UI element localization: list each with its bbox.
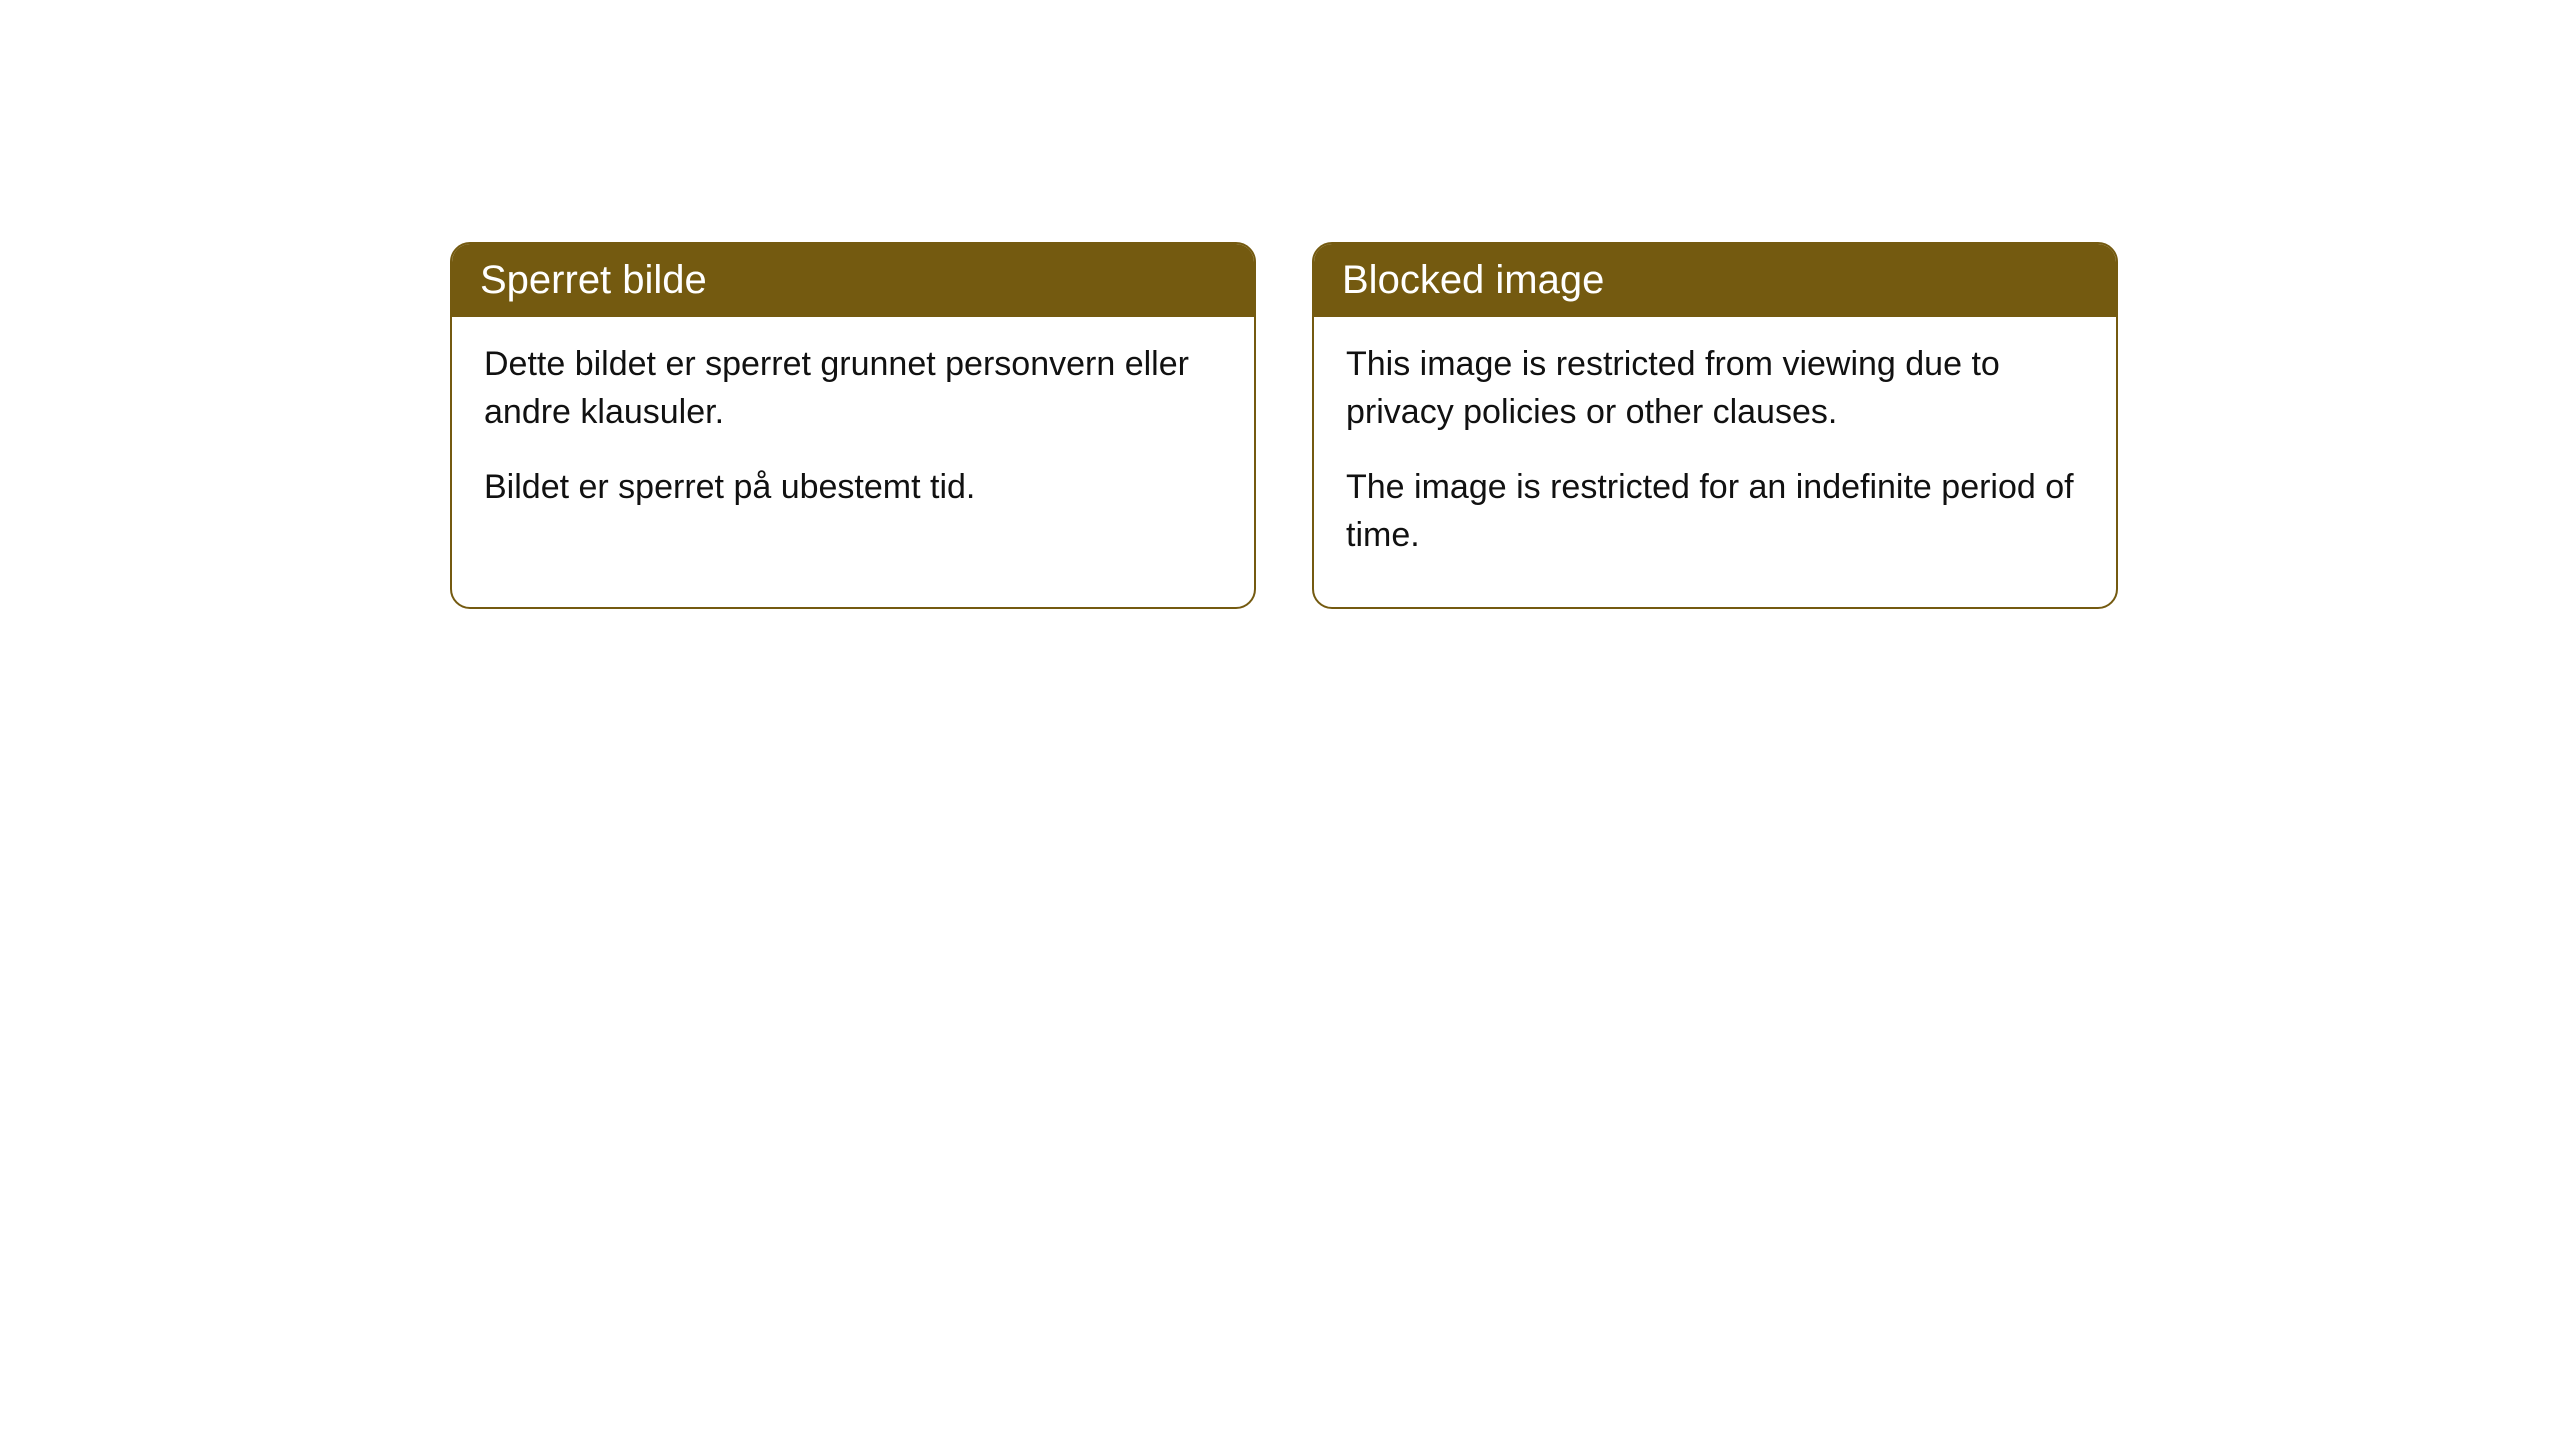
- card-body: Dette bildet er sperret grunnet personve…: [452, 317, 1254, 560]
- card-paragraph: This image is restricted from viewing du…: [1346, 341, 2084, 436]
- notice-cards-container: Sperret bilde Dette bildet er sperret gr…: [450, 242, 2118, 609]
- card-header: Sperret bilde: [452, 244, 1254, 317]
- card-header: Blocked image: [1314, 244, 2116, 317]
- card-body: This image is restricted from viewing du…: [1314, 317, 2116, 607]
- card-title: Sperret bilde: [480, 258, 707, 302]
- card-paragraph: Bildet er sperret på ubestemt tid.: [484, 464, 1222, 512]
- notice-card-norwegian: Sperret bilde Dette bildet er sperret gr…: [450, 242, 1256, 609]
- card-title: Blocked image: [1342, 258, 1604, 302]
- card-paragraph: The image is restricted for an indefinit…: [1346, 464, 2084, 559]
- card-paragraph: Dette bildet er sperret grunnet personve…: [484, 341, 1222, 436]
- notice-card-english: Blocked image This image is restricted f…: [1312, 242, 2118, 609]
